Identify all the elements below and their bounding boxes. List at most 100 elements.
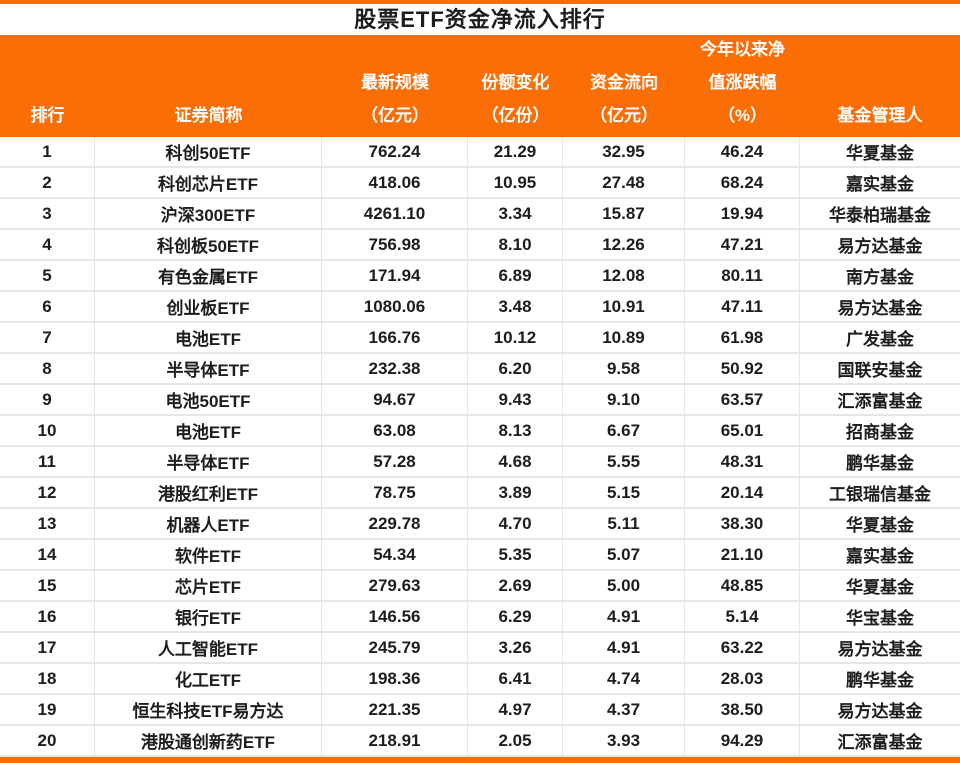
cell-manager: 汇添富基金 (837, 733, 923, 752)
cell-scale: 166.76 (322, 323, 468, 352)
cell-flow: 5.07 (563, 540, 685, 569)
cell-ytd-nav-change: 47.21 (685, 230, 800, 259)
cell-flow: 4.91 (563, 633, 685, 662)
cell-rank: 18 (0, 664, 95, 693)
cell-manager: 南方基金 (846, 268, 914, 287)
cell-name: 机器人ETF (95, 509, 322, 538)
cell-manager: 嘉实基金 (846, 175, 914, 194)
header-cell-name: 证券简称 (174, 106, 243, 125)
cell-ytd-nav-change: 63.22 (685, 633, 800, 662)
cell-flow: 12.08 (563, 261, 685, 290)
cell-flow: 9.58 (563, 354, 685, 383)
cell-share-change: 6.29 (468, 602, 563, 631)
cell-scale: 1080.06 (322, 292, 468, 321)
cell-scale: 279.63 (322, 571, 468, 600)
cell-share-change: 3.89 (468, 478, 563, 507)
cell-ytd-nav-change: 21.10 (685, 540, 800, 569)
etf-ranking-table: 排行 证券简称 最新规模 （亿元） 份额变化 （亿份） 资金流向 （亿元） 今年以来净 值涨跌幅（… (0, 35, 960, 757)
table-body: 1 科创50ETF 762.24 21.29 32.95 46.24 华夏基金 2 科创芯片ET… (0, 137, 960, 757)
table-row: 3 沪深300ETF 4261.10 3.34 15.87 19.94 华泰柏瑞基金 (0, 199, 960, 230)
table-row: 1 科创50ETF 762.24 21.29 32.95 46.24 华夏基金 (0, 137, 960, 168)
cell-manager: 华泰柏瑞基金 (829, 206, 931, 225)
cell-manager: 嘉实基金 (846, 547, 914, 566)
cell-share-change: 6.41 (468, 664, 563, 693)
cell-flow: 10.91 (563, 292, 685, 321)
cell-ytd-nav-change: 68.24 (685, 168, 800, 197)
cell-rank: 9 (0, 385, 95, 414)
cell-share-change: 9.43 (468, 385, 563, 414)
cell-scale: 4261.10 (322, 199, 468, 228)
cell-scale: 57.28 (322, 447, 468, 476)
table-row: 8 半导体ETF 232.38 6.20 9.58 50.92 国联安基金 (0, 354, 960, 385)
cell-manager: 易方达基金 (837, 702, 923, 721)
cell-share-change: 4.97 (468, 695, 563, 724)
cell-manager: 易方达基金 (837, 640, 923, 659)
cell-ytd-nav-change: 38.50 (685, 695, 800, 724)
cell-ytd-nav-change: 19.94 (685, 199, 800, 228)
cell-manager: 广发基金 (846, 330, 914, 349)
page-title: 股票ETF资金净流入排行 (354, 6, 606, 32)
cell-name: 科创板50ETF (95, 230, 322, 259)
cell-rank: 19 (0, 695, 95, 724)
cell-rank: 3 (0, 199, 95, 228)
cell-name: 人工智能ETF (95, 633, 322, 662)
cell-flow: 10.89 (563, 323, 685, 352)
cell-manager: 鹏华基金 (846, 454, 914, 473)
cell-ytd-nav-change: 80.11 (685, 261, 800, 290)
cell-rank: 1 (0, 137, 95, 166)
cell-name: 创业板ETF (95, 292, 322, 321)
cell-manager: 招商基金 (846, 423, 914, 442)
cell-flow: 27.48 (563, 168, 685, 197)
cell-rank: 4 (0, 230, 95, 259)
cell-name: 沪深300ETF (95, 199, 322, 228)
header-cell-manager: 基金管理人 (837, 106, 923, 125)
cell-flow: 5.15 (563, 478, 685, 507)
table-row: 15 芯片ETF 279.63 2.69 5.00 48.85 华夏基金 (0, 571, 960, 602)
cell-share-change: 21.29 (468, 137, 563, 166)
cell-scale: 198.36 (322, 664, 468, 693)
bottom-accent-bar (0, 757, 960, 763)
cell-rank: 12 (0, 478, 95, 507)
cell-flow: 12.26 (563, 230, 685, 259)
cell-name: 电池50ETF (95, 385, 322, 414)
table-header-row: 排行 证券简称 最新规模 （亿元） 份额变化 （亿份） 资金流向 （亿元） 今年以来净 值涨跌幅（… (0, 35, 960, 137)
cell-rank: 10 (0, 416, 95, 445)
cell-flow: 15.87 (563, 199, 685, 228)
cell-ytd-nav-change: 47.11 (685, 292, 800, 321)
table-row: 9 电池50ETF 94.67 9.43 9.10 63.57 汇添富基金 (0, 385, 960, 416)
cell-manager: 华夏基金 (846, 578, 914, 597)
cell-share-change: 8.10 (468, 230, 563, 259)
cell-ytd-nav-change: 20.14 (685, 478, 800, 507)
cell-scale: 78.75 (322, 478, 468, 507)
cell-flow: 9.10 (563, 385, 685, 414)
cell-ytd-nav-change: 65.01 (685, 416, 800, 445)
cell-rank: 5 (0, 261, 95, 290)
cell-flow: 4.91 (563, 602, 685, 631)
table-row: 5 有色金属ETF 171.94 6.89 12.08 80.11 南方基金 (0, 261, 960, 292)
cell-scale: 245.79 (322, 633, 468, 662)
table-row: 20 港股通创新药ETF 218.91 2.05 3.93 94.29 汇添富基金 (0, 726, 960, 757)
header-cell-rank: 排行 (30, 106, 65, 125)
cell-flow: 4.37 (563, 695, 685, 724)
cell-name: 恒生科技ETF易方达 (95, 695, 322, 724)
table-row: 11 半导体ETF 57.28 4.68 5.55 48.31 鹏华基金 (0, 447, 960, 478)
cell-rank: 11 (0, 447, 95, 476)
cell-name: 化工ETF (95, 664, 322, 693)
table-row: 13 机器人ETF 229.78 4.70 5.11 38.30 华夏基金 (0, 509, 960, 540)
cell-share-change: 8.13 (468, 416, 563, 445)
cell-rank: 13 (0, 509, 95, 538)
cell-scale: 418.06 (322, 168, 468, 197)
cell-rank: 17 (0, 633, 95, 662)
cell-rank: 2 (0, 168, 95, 197)
cell-scale: 146.56 (322, 602, 468, 631)
cell-name: 港股红利ETF (95, 478, 322, 507)
cell-rank: 20 (0, 726, 95, 755)
cell-name: 港股通创新药ETF (95, 726, 322, 755)
cell-flow: 5.00 (563, 571, 685, 600)
table-row: 2 科创芯片ETF 418.06 10.95 27.48 68.24 嘉实基金 (0, 168, 960, 199)
table-row: 6 创业板ETF 1080.06 3.48 10.91 47.11 易方达基金 (0, 292, 960, 323)
cell-manager: 华宝基金 (846, 609, 914, 628)
cell-rank: 7 (0, 323, 95, 352)
title-bar: 股票ETF资金净流入排行 (0, 4, 960, 35)
cell-ytd-nav-change: 94.29 (685, 726, 800, 755)
